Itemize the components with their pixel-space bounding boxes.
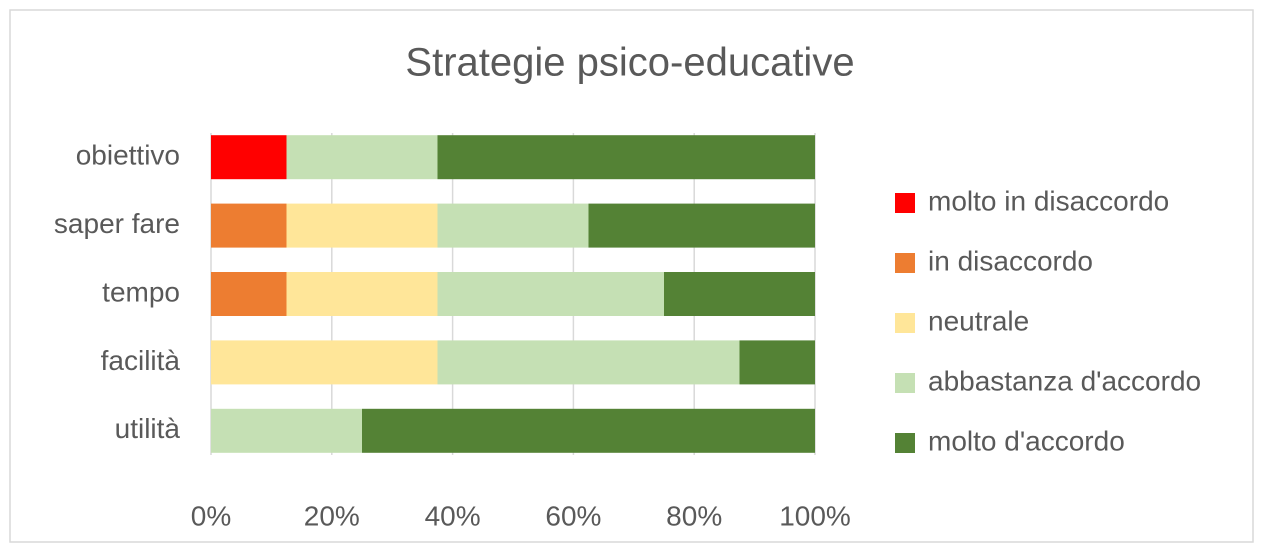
bar-segment bbox=[286, 135, 438, 180]
legend-swatch bbox=[895, 193, 915, 213]
chart-title: Strategie psico-educative bbox=[405, 41, 854, 85]
x-tick-label: 100% bbox=[779, 500, 851, 531]
legend-swatch bbox=[895, 313, 915, 333]
bar-segment bbox=[437, 135, 815, 180]
bar-segment bbox=[211, 203, 287, 248]
bar-segment bbox=[664, 272, 815, 316]
legend-label: molto d'accordo bbox=[928, 425, 1125, 456]
legend-label: in disaccordo bbox=[928, 245, 1093, 276]
x-tick-label: 0% bbox=[191, 500, 231, 531]
bar-segment bbox=[211, 340, 438, 385]
bar-segment bbox=[362, 408, 815, 453]
bar-segment bbox=[437, 272, 664, 316]
bar-segment bbox=[739, 340, 815, 385]
bar-segment bbox=[211, 135, 287, 180]
x-tick-label: 40% bbox=[425, 500, 481, 531]
bar-segment bbox=[588, 203, 815, 248]
y-tick-label: facilità bbox=[101, 345, 181, 376]
bar-segment bbox=[211, 272, 287, 316]
x-tick-label: 60% bbox=[545, 500, 601, 531]
legend-label: neutrale bbox=[928, 305, 1029, 336]
y-tick-label: tempo bbox=[102, 276, 180, 307]
bar-segment bbox=[437, 340, 740, 385]
y-tick-label: saper fare bbox=[54, 208, 180, 239]
bar-segment bbox=[286, 272, 438, 316]
legend-swatch bbox=[895, 253, 915, 273]
x-tick-label: 20% bbox=[304, 500, 360, 531]
legend-swatch bbox=[895, 373, 915, 393]
legend-label: abbastanza d'accordo bbox=[928, 365, 1201, 396]
legend-swatch bbox=[895, 433, 915, 453]
bar-segment bbox=[286, 203, 438, 248]
x-tick-label: 80% bbox=[666, 500, 722, 531]
legend-label: molto in disaccordo bbox=[928, 185, 1169, 216]
y-tick-label: utilità bbox=[115, 413, 181, 444]
bar-segment bbox=[211, 408, 362, 453]
y-tick-label: obiettivo bbox=[76, 140, 180, 171]
bar-segment bbox=[437, 203, 589, 248]
